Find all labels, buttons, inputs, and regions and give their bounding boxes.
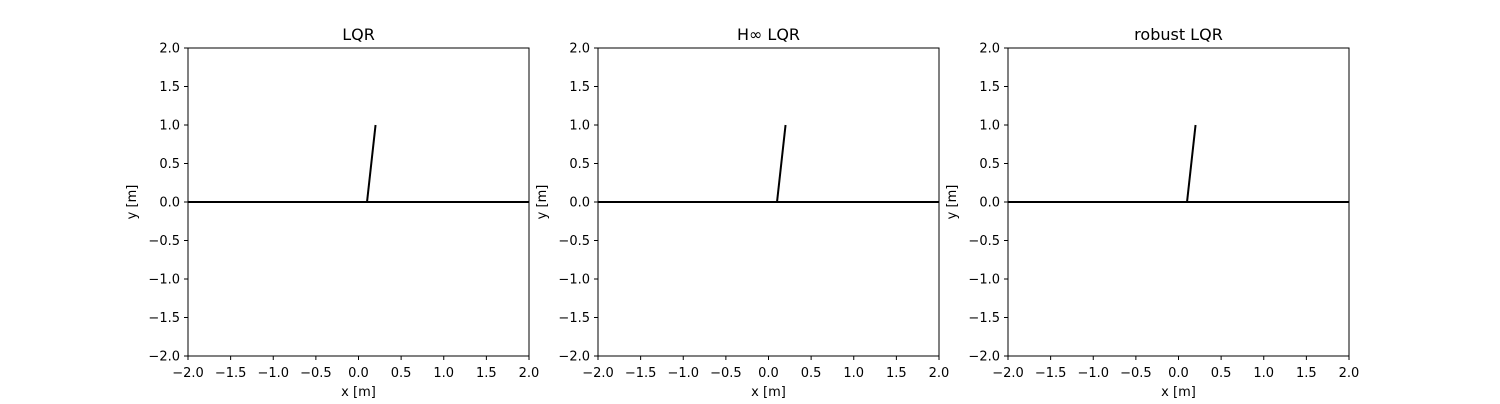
y-tick-label: −1.5 <box>558 311 590 326</box>
y-tick-label: −2.0 <box>558 350 590 365</box>
subplot-title: LQR <box>342 25 375 44</box>
x-tick-label: 1.5 <box>476 366 497 381</box>
x-tick-label: 1.5 <box>1296 366 1317 381</box>
x-tick-label: −1.5 <box>625 366 657 381</box>
x-tick-label: −0.5 <box>710 366 742 381</box>
y-tick-label: −1.5 <box>968 311 1000 326</box>
x-tick-label: 0.0 <box>758 366 779 381</box>
y-tick-label: 2.0 <box>159 42 180 57</box>
x-tick-label: −2.0 <box>582 366 614 381</box>
subplot-2: −2.0 −1.5 −1.0 −0.5 0.0 0.5 1.0 1.5 2.0−2.0−1.5−… <box>535 25 949 400</box>
pendulum-rod <box>1186 124 1197 203</box>
y-tick-label: 1.0 <box>159 119 180 134</box>
y-tick-label: 0.5 <box>159 157 180 172</box>
y-tick-label: 2.0 <box>979 42 1000 57</box>
y-tick-label: −0.5 <box>148 234 180 249</box>
x-tick-label: 0.0 <box>348 366 369 381</box>
y-axis-label: y [m] <box>125 185 140 220</box>
subplot-title: H∞ LQR <box>737 25 800 44</box>
x-axis-label: x [m] <box>341 385 376 400</box>
x-tick-label: −1.0 <box>257 366 289 381</box>
y-axis-label: y [m] <box>945 185 960 220</box>
y-axis-label: y [m] <box>535 185 550 220</box>
subplot-title: robust LQR <box>1134 25 1223 44</box>
x-tick-label: 1.0 <box>433 366 454 381</box>
y-tick-label: 1.0 <box>569 119 590 134</box>
subplot-3: −2.0 −1.5 −1.0 −0.5 0.0 0.5 1.0 1.5 2.0−2.0−1.5−… <box>945 25 1359 400</box>
x-tick-label: 1.5 <box>886 366 907 381</box>
x-tick-label: 0.0 <box>1168 366 1189 381</box>
y-tick-label: −2.0 <box>968 350 1000 365</box>
y-tick-label: 0.0 <box>159 196 180 211</box>
y-tick-label: −1.0 <box>148 273 180 288</box>
y-tick-label: −2.0 <box>148 350 180 365</box>
y-tick-label: 0.5 <box>569 157 590 172</box>
pendulum-rod <box>366 124 377 203</box>
x-tick-label: 0.5 <box>391 366 412 381</box>
y-tick-label: −1.0 <box>558 273 590 288</box>
x-tick-label: −0.5 <box>1120 366 1152 381</box>
series-group <box>598 124 939 203</box>
y-tick-label: 1.0 <box>979 119 1000 134</box>
x-tick-label: 2.0 <box>1339 366 1360 381</box>
x-tick-label: −2.0 <box>992 366 1024 381</box>
pendulum-rod <box>776 124 787 203</box>
x-axis-label: x [m] <box>1161 385 1196 400</box>
y-tick-label: 1.5 <box>979 80 1000 95</box>
y-tick-label: −1.5 <box>148 311 180 326</box>
y-tick-label: −0.5 <box>968 234 1000 249</box>
y-tick-label: −1.0 <box>968 273 1000 288</box>
x-tick-label: 2.0 <box>519 366 540 381</box>
y-tick-label: 0.0 <box>569 196 590 211</box>
x-tick-label: −1.0 <box>1077 366 1109 381</box>
y-tick-label: 1.5 <box>569 80 590 95</box>
y-tick-label: 0.5 <box>979 157 1000 172</box>
x-tick-label: 1.0 <box>1253 366 1274 381</box>
x-tick-label: 2.0 <box>929 366 950 381</box>
series-group <box>1008 124 1349 203</box>
y-tick-label: −0.5 <box>558 234 590 249</box>
x-tick-label: 0.5 <box>1211 366 1232 381</box>
x-tick-label: −2.0 <box>172 366 204 381</box>
x-tick-label: 0.5 <box>801 366 822 381</box>
subplot-1: −2.0 −1.5 −1.0 −0.5 0.0 0.5 1.0 1.5 2.0−2.0−1.5−… <box>125 25 539 400</box>
series-group <box>188 124 529 203</box>
x-tick-label: −1.5 <box>1035 366 1067 381</box>
x-tick-label: −1.5 <box>215 366 247 381</box>
y-tick-label: 2.0 <box>569 42 590 57</box>
x-tick-label: −1.0 <box>667 366 699 381</box>
x-tick-label: 1.0 <box>843 366 864 381</box>
x-axis-label: x [m] <box>751 385 786 400</box>
x-tick-label: −0.5 <box>300 366 332 381</box>
y-tick-label: 0.0 <box>979 196 1000 211</box>
y-tick-label: 1.5 <box>159 80 180 95</box>
